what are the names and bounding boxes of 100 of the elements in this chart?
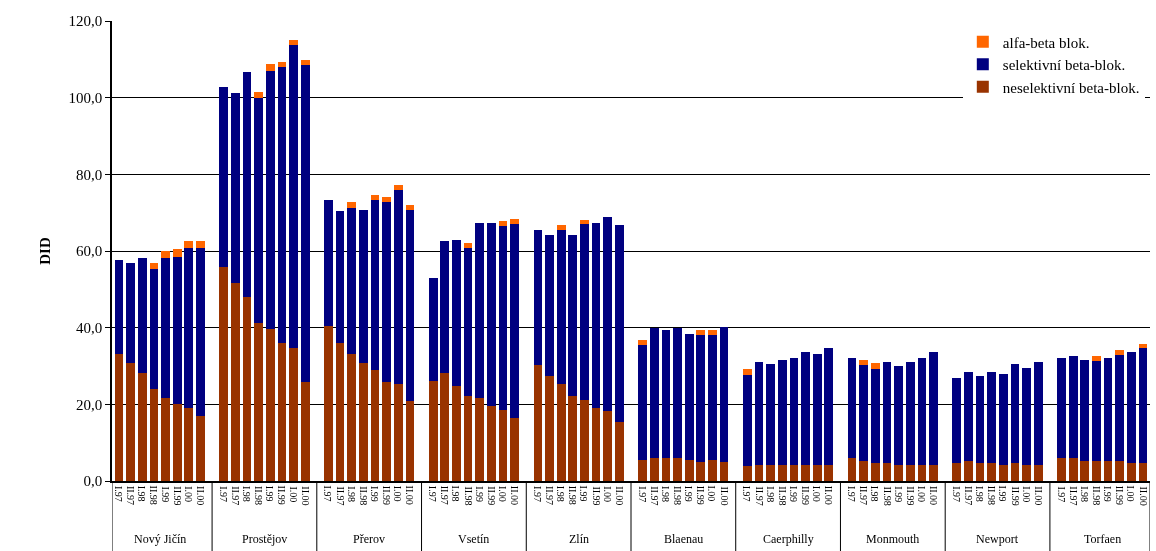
x-tick-label: II.98 xyxy=(253,485,265,506)
text: Blaenau xyxy=(664,532,704,546)
x-tick-label: II.98 xyxy=(986,485,998,505)
y-tick-label: 20,0 xyxy=(76,396,103,413)
x-tick-label: II.98 xyxy=(881,486,893,506)
x-tick-label: I.00 xyxy=(497,486,508,502)
text: Nový Jičín xyxy=(134,532,187,546)
x-tick-label: II.97 xyxy=(544,485,556,506)
x-tick-label: I.00 xyxy=(811,485,823,502)
x-tick-label: I.99 xyxy=(1102,485,1114,502)
x-tick-label: II.97 xyxy=(334,486,346,506)
text: Caerphilly xyxy=(763,532,814,546)
x-tick-label: I.00 xyxy=(915,486,927,502)
x-tick-label: I.99 xyxy=(159,486,171,503)
x-tick-label: II.99 xyxy=(171,486,183,506)
x-tick-label: I.98 xyxy=(869,485,881,502)
x-tick-label: II.98 xyxy=(1090,486,1102,506)
x-tick-label: II.99 xyxy=(1009,486,1021,506)
x-tick-label: I.98 xyxy=(659,486,671,502)
x-tick-label: II.00 xyxy=(928,485,940,506)
x-tick-label: I.98 xyxy=(974,485,986,502)
x-tick-label: I.00 xyxy=(287,486,299,503)
x-tick-label: II.98 xyxy=(567,485,579,505)
x-tick-label: II.99 xyxy=(695,485,707,505)
x-tick-label: I.98 xyxy=(136,485,148,502)
x-tick-label: II.97 xyxy=(753,486,765,506)
x-tick-label: II.00 xyxy=(1137,486,1149,506)
x-tick-label: I.97 xyxy=(217,486,229,503)
x-tick-label: II.00 xyxy=(1032,486,1044,506)
y-tick-label: 0,0 xyxy=(83,473,103,490)
x-tick-label: I.97 xyxy=(427,485,439,502)
y-tick-label: 100,0 xyxy=(68,89,103,106)
x-tick-label: II.00 xyxy=(613,486,625,506)
x-tick-label: II.99 xyxy=(485,486,497,506)
x-tick-label: I.97 xyxy=(950,486,962,503)
legend-label: neselektivní beta-blok. xyxy=(1002,79,1140,96)
x-tick-label: II.98 xyxy=(776,486,788,506)
x-tick-label: I.99 xyxy=(264,485,276,502)
x-tick-label: II.99 xyxy=(1114,485,1126,505)
text: Prostějov xyxy=(242,532,288,546)
x-tick-label: I.00 xyxy=(601,486,613,503)
legend-label: selektivní beta-blok. xyxy=(1002,57,1126,74)
x-tick-label: II.99 xyxy=(904,486,916,506)
x-tick-label: II.98 xyxy=(672,485,684,506)
x-tick-label: I.98 xyxy=(450,485,462,502)
x-tick-label: II.97 xyxy=(858,485,870,505)
x-tick-label: I.97 xyxy=(636,486,648,503)
x-tick-label: I.98 xyxy=(240,486,252,502)
x-tick-label: I.99 xyxy=(473,486,485,503)
y-tick-label: 60,0 xyxy=(76,243,103,260)
x-tick-label: II.99 xyxy=(800,485,812,506)
x-tick-label: II.97 xyxy=(439,485,451,505)
x-tick-label: I.00 xyxy=(1125,485,1137,502)
x-tick-label: I.99 xyxy=(787,486,799,502)
text: Torfaen xyxy=(1084,532,1122,546)
legend-label: alfa-beta blok. xyxy=(1002,34,1090,51)
x-tick-label: I.98 xyxy=(764,486,776,503)
y-tick-label: 80,0 xyxy=(76,166,103,183)
x-tick-label: I.98 xyxy=(555,485,567,502)
x-tick-label: I.97 xyxy=(531,486,543,502)
x-tick-label: I.97 xyxy=(741,485,753,502)
x-tick-label: I.99 xyxy=(368,486,380,502)
x-tick-label: I.97 xyxy=(112,486,124,502)
x-tick-label: I.99 xyxy=(578,485,590,502)
x-tick-label: II.99 xyxy=(590,486,602,506)
x-tick-label: II.00 xyxy=(194,486,206,506)
x-tick-label: I.99 xyxy=(892,486,904,503)
y-axis-title: DID xyxy=(37,237,54,265)
y-tick-label: 40,0 xyxy=(76,319,103,336)
text: Zlín xyxy=(569,532,589,546)
text: Newport xyxy=(976,532,1019,546)
x-tick-label: II.98 xyxy=(357,486,369,506)
x-tick-label: II.97 xyxy=(962,486,974,506)
y-tick-label: 120,0 xyxy=(68,13,103,30)
x-tick-label: I.99 xyxy=(997,485,1009,502)
x-tick-label: II.97 xyxy=(1067,486,1079,506)
x-tick-label: II.97 xyxy=(648,486,660,506)
x-tick-label: I.00 xyxy=(706,485,718,502)
x-tick-label: II.00 xyxy=(823,485,835,505)
x-tick-label: II.00 xyxy=(509,485,521,506)
x-tick-label: I.98 xyxy=(1078,486,1090,503)
x-tick-label: II.98 xyxy=(148,485,160,505)
text: Monmouth xyxy=(866,532,920,546)
x-tick-label: II.97 xyxy=(229,486,241,506)
x-tick-label: I.00 xyxy=(392,485,404,502)
x-tick-label: I.99 xyxy=(683,485,695,502)
x-tick-label: I.00 xyxy=(1020,486,1032,503)
x-tick-label: I.97 xyxy=(322,485,334,502)
x-tick-label: II.00 xyxy=(404,485,416,505)
x-tick-label: II.00 xyxy=(299,486,311,506)
x-tick-label: II.97 xyxy=(125,485,137,506)
x-tick-label: I.97 xyxy=(846,485,858,502)
x-tick-label: I.97 xyxy=(1055,486,1067,503)
x-tick-label: II.98 xyxy=(462,486,474,506)
text: Vsetín xyxy=(458,532,490,546)
x-tick-label: II.99 xyxy=(276,485,288,505)
x-tick-label: I.98 xyxy=(345,486,357,503)
text: Přerov xyxy=(353,532,385,546)
x-tick-label: II.99 xyxy=(381,485,393,506)
x-tick-label: II.00 xyxy=(718,486,730,506)
